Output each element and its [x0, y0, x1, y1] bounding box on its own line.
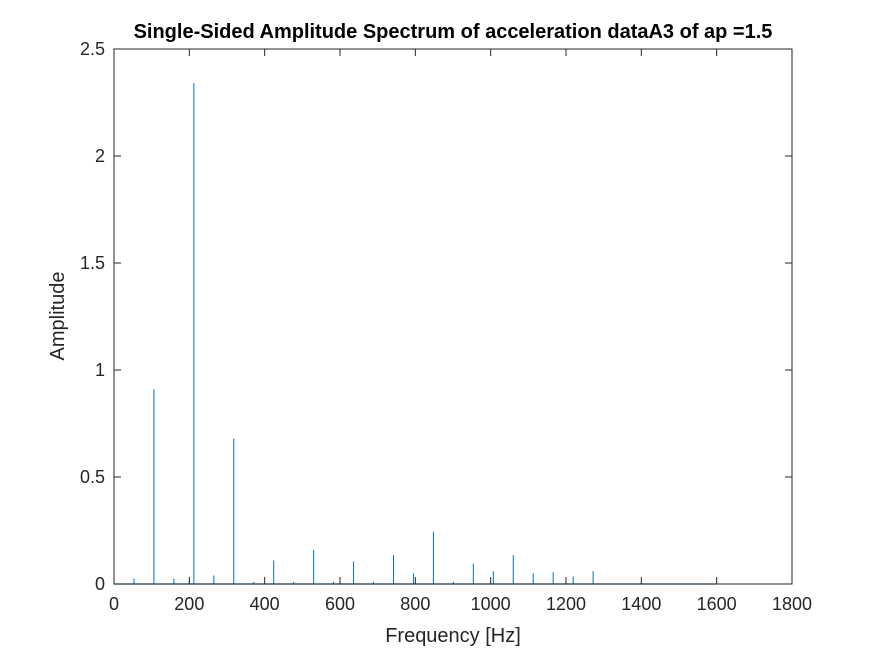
y-axis-label: Amplitude — [47, 272, 69, 361]
x-tick-label: 0 — [109, 594, 119, 614]
x-tick-label: 1800 — [772, 594, 812, 614]
y-tick-label: 0.5 — [80, 467, 105, 487]
plot-area — [114, 49, 792, 584]
x-tick-label: 1000 — [471, 594, 511, 614]
axes — [113, 48, 793, 585]
x-tick-label: 1600 — [697, 594, 737, 614]
x-axis-ticks: 0 200 400 600 800 1000 1200 1400 1600 1800 — [109, 49, 812, 614]
x-tick-label: 200 — [174, 594, 204, 614]
y-tick-label: 0 — [95, 574, 105, 594]
y-tick-label: 1 — [95, 360, 105, 380]
y-tick-label: 2.5 — [80, 39, 105, 59]
x-tick-label: 400 — [250, 594, 280, 614]
y-axis-ticks: 0 0.5 1 1.5 2 2.5 — [80, 39, 792, 594]
x-tick-label: 600 — [325, 594, 355, 614]
chart-title: Single-Sided Amplitude Spectrum of accel… — [134, 21, 773, 43]
y-tick-label: 1.5 — [80, 253, 105, 273]
x-tick-label: 800 — [400, 594, 430, 614]
x-tick-label: 1400 — [621, 594, 661, 614]
y-tick-label: 2 — [95, 146, 105, 166]
x-tick-label: 1200 — [546, 594, 586, 614]
axes-box — [113, 48, 793, 585]
x-axis-label: Frequency [Hz] — [385, 625, 521, 647]
